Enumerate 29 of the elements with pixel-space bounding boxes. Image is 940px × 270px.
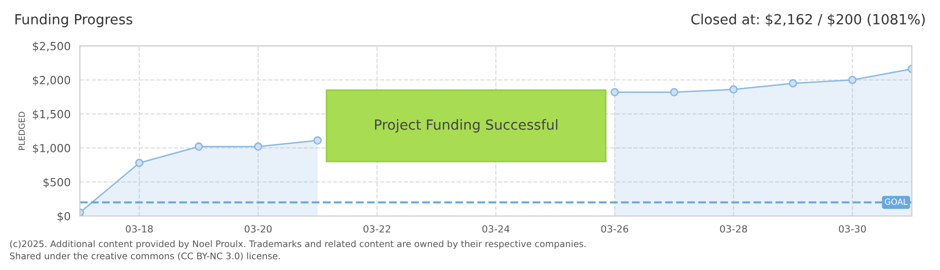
ref-line-label: GOAL [884, 198, 908, 205]
x-tick-label: 03-28 [720, 225, 747, 233]
text: (c)2025. Additional content provided by Noel Proulx. Trademarks and related content are owned by their respective companies. [10, 240, 586, 249]
point [670, 88, 678, 96]
text: Shared under the creative commons (CC BY-NC 3.0) license. [10, 252, 280, 260]
x-tick-label: 03-30 [838, 225, 866, 233]
chart-title: Funding Progress [15, 14, 132, 28]
y-axis-title: PLEDGED [18, 112, 25, 150]
y-tick-label: $1,000 [32, 144, 70, 154]
point [313, 136, 322, 145]
point [194, 142, 203, 151]
x-tick-label: 03-20 [244, 225, 272, 233]
y-tick-label: $2,000 [32, 76, 70, 86]
point [788, 79, 798, 88]
x-tick-label: 03-26 [601, 225, 628, 233]
y-tick-label: $1,500 [32, 110, 70, 120]
y-tick-label: $500 [44, 178, 70, 188]
point [610, 88, 619, 96]
y-tick-label: $0 [58, 212, 70, 222]
point [135, 158, 144, 168]
chart-subtitle: Closed at: $2,162 / $200 (1081%) [691, 14, 925, 26]
point [848, 76, 857, 84]
annotation: Project Funding Successful [375, 119, 558, 133]
x-tick-label: 03-24 [482, 225, 510, 233]
point [729, 85, 738, 94]
point [254, 142, 262, 151]
y-tick-label: $2,500 [32, 42, 70, 52]
x-tick-label: 03-18 [126, 225, 153, 233]
x-tick-label: 03-22 [364, 225, 390, 233]
